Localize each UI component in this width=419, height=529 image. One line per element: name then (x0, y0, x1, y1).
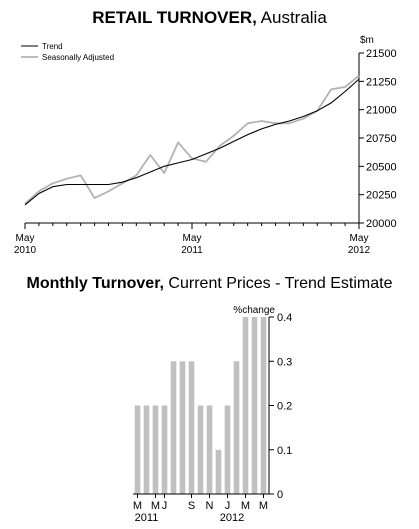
y-tick-label: 0.1 (277, 445, 292, 457)
top-chart-title-rest: Australia (256, 8, 327, 27)
bar (224, 405, 231, 494)
y-tick-label: 21500 (366, 48, 397, 60)
x-tick-label-month: J (162, 500, 168, 512)
bar-chart-bars (134, 317, 267, 495)
y-tick-label: 0 (277, 489, 283, 501)
bar (170, 361, 177, 494)
y-tick-label: 20000 (366, 218, 397, 230)
line-chart-legend: Trend Seasonally Adjusted (21, 42, 114, 62)
bar (179, 361, 186, 494)
x-tick-label-month: May (16, 233, 35, 244)
bar (242, 317, 249, 494)
bar (197, 405, 204, 494)
y-tick-label: 21000 (366, 105, 397, 117)
y-tick-label: 0.4 (277, 312, 292, 324)
x-tick-label-month: J (225, 500, 231, 512)
y-tick-label: 20500 (366, 161, 397, 173)
bar (233, 361, 240, 494)
bar (188, 361, 195, 494)
trend-series-line (24, 78, 360, 206)
x-tick-label-month: M (151, 500, 160, 512)
x-tick-label-year: 2012 (348, 245, 371, 256)
bar (251, 317, 258, 494)
x-tick-label-year: 2011 (181, 245, 203, 256)
y-tick-label: 0.3 (277, 356, 292, 368)
x-tick-label-month: N (206, 500, 214, 512)
x-tick-label-year: 2011 (135, 512, 159, 524)
bar (152, 405, 159, 494)
bottom-chart-title: Monthly Turnover, Current Prices - Trend… (0, 275, 419, 293)
top-chart-title: RETAIL TURNOVER, Australia (0, 8, 419, 28)
bar (260, 317, 267, 494)
y-tick-label: 21250 (366, 76, 397, 88)
x-tick-label-month: S (188, 500, 195, 512)
x-tick-label-year: 2012 (220, 512, 244, 524)
x-tick-label-year: 2010 (14, 245, 37, 256)
line-chart-series (24, 75, 360, 206)
bar (161, 405, 168, 494)
y-tick-label: 0.2 (277, 401, 292, 413)
legend-label-trend: Trend (42, 42, 63, 51)
legend-label-seasonal: Seasonally Adjusted (42, 53, 114, 62)
line-chart-axes: 20000 20250 20500 20750 21000 21250 21500 $m May… (14, 35, 397, 256)
bottom-chart-title-bold: Monthly Turnover, (26, 275, 164, 292)
y-tick-label: 20750 (366, 133, 397, 145)
y-unit-label: %change (233, 305, 275, 316)
x-tick-label-month: M (133, 500, 142, 512)
bottom-chart-title-rest: Current Prices - Trend Estimate (163, 275, 393, 292)
bar (215, 449, 222, 495)
line-chart: 20000 20250 20500 20750 21000 21250 21500 $m May… (14, 35, 397, 256)
bar (134, 405, 141, 494)
x-tick-label-month: May (183, 233, 202, 244)
y-tick-label: 20250 (366, 190, 397, 202)
bar (206, 405, 213, 494)
y-unit-label: $m (360, 35, 374, 46)
x-tick-label-month: May (350, 233, 369, 244)
top-chart-title-bold: RETAIL TURNOVER, (92, 8, 257, 27)
x-tick-label-month: M (241, 500, 250, 512)
x-tick-label-month: M (259, 500, 268, 512)
seasonal-series-line (24, 75, 360, 205)
bar (143, 405, 150, 494)
